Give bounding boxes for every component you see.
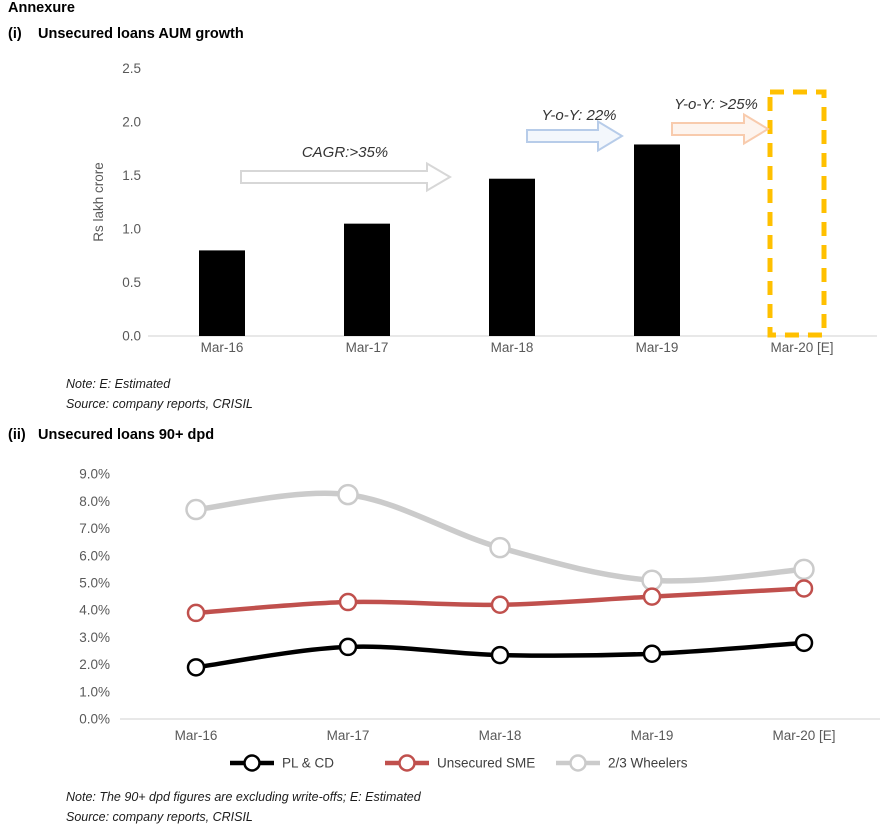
data-point-2/3 Wheelers-Mar-19	[641, 569, 663, 592]
annotation-arrow	[526, 119, 624, 153]
legend-marker-2/3 Wheelers	[569, 754, 587, 772]
annotation-text: Y-o-Y: 22%	[541, 107, 616, 124]
legend-label: 2/3 Wheelers	[608, 756, 688, 771]
y-tick-label: 0.0%	[79, 712, 110, 727]
x-tick-label: Mar-16	[175, 728, 218, 743]
data-point-PL & CD-Mar-18	[490, 645, 510, 665]
section-2-title: Unsecured loans 90+ dpd	[38, 427, 215, 443]
y-tick-label: 4.0%	[79, 603, 110, 618]
data-point-PL & CD-Mar-17	[338, 637, 358, 657]
note-line: Note: The 90+ dpd figures are excluding …	[66, 790, 421, 804]
x-tick-label: Mar-20 [E]	[770, 340, 833, 355]
annotation-text: Y-o-Y: >25%	[674, 96, 758, 113]
legend-label: Unsecured SME	[437, 756, 535, 771]
annotation-arrow	[671, 112, 770, 146]
data-point-2/3 Wheelers-Mar-17	[337, 483, 359, 506]
annotation-arrow	[240, 161, 452, 193]
data-point-PL & CD-Mar-20 [E]	[794, 633, 814, 653]
section-1-index: (i)	[8, 26, 22, 42]
x-tick-label: Mar-18	[479, 728, 522, 743]
bar-Mar-16	[199, 250, 245, 336]
estimated-bar-outline	[767, 89, 827, 338]
section-1-notes: Note: E: Estimated Source: company repor…	[66, 374, 253, 414]
y-tick-label: 8.0%	[79, 494, 110, 509]
y-tick-label: 1.5	[122, 168, 141, 183]
y-tick-label: 2.0	[122, 115, 141, 130]
data-point-PL & CD-Mar-16	[186, 658, 206, 677]
data-point-PL & CD-Mar-19	[642, 644, 662, 663]
x-tick-label: Mar-16	[201, 340, 244, 355]
data-point-Unsecured SME-Mar-16	[186, 603, 206, 623]
data-point-2/3 Wheelers-Mar-20 [E]	[793, 558, 815, 581]
y-tick-label: 9.0%	[79, 467, 110, 482]
x-tick-label: Mar-19	[636, 340, 679, 355]
y-tick-label: 1.0	[122, 222, 141, 237]
data-point-Unsecured SME-Mar-20 [E]	[794, 579, 814, 598]
data-point-Unsecured SME-Mar-18	[490, 595, 510, 615]
x-tick-label: Mar-17	[327, 728, 370, 743]
annotation-text: CAGR:>35%	[302, 144, 388, 161]
page-title: Annexure	[8, 0, 75, 16]
y-tick-label: 0.5	[122, 275, 141, 290]
note-line: Source: company reports, CRISIL	[66, 397, 253, 411]
x-tick-label: Mar-20 [E]	[772, 728, 835, 743]
note-line: Note: E: Estimated	[66, 377, 171, 391]
y-tick-label: 6.0%	[79, 548, 110, 563]
legend-label: PL & CD	[282, 756, 334, 771]
dpd-line-chart: 0.0% 1.0% 2.0% 3.0% 4.0% 5.0% 6.0% 7.0% 8.0% 9.0%…	[79, 467, 880, 772]
data-point-2/3 Wheelers-Mar-18	[489, 536, 511, 559]
y-tick-label: 1.0%	[79, 684, 110, 699]
data-point-Unsecured SME-Mar-19	[642, 587, 662, 606]
x-tick-label: Mar-19	[631, 728, 674, 743]
y-tick-label: 7.0%	[79, 521, 110, 536]
data-point-Unsecured SME-Mar-17	[338, 592, 358, 612]
legend-marker-Unsecured SME	[398, 754, 416, 772]
x-tick-label: Mar-18	[491, 340, 534, 355]
bar-Mar-19	[634, 144, 680, 336]
y-tick-label: 0.0	[122, 329, 141, 344]
section-2-notes: Note: The 90+ dpd figures are excluding …	[66, 787, 421, 827]
legend-marker-PL & CD	[243, 754, 261, 772]
note-line: Source: company reports, CRISIL	[66, 810, 253, 824]
aum-growth-bar-chart: 0.0 0.5 1.0 1.5 2.0 2.5 Rs lakh crore Mar-16 Mar…	[91, 61, 877, 355]
section-2-heading: (ii) Unsecured loans 90+ dpd	[8, 427, 214, 443]
x-tick-label: Mar-17	[346, 340, 389, 355]
data-point-2/3 Wheelers-Mar-16	[185, 498, 207, 521]
y-tick-label: 2.0%	[79, 657, 110, 672]
section-1-heading: (i) Unsecured loans AUM growth	[8, 26, 244, 42]
y-tick-label: 3.0%	[79, 630, 110, 645]
y-tick-label: 5.0%	[79, 576, 110, 591]
y-tick-label: 2.5	[122, 61, 141, 76]
bar-Mar-18	[489, 178, 535, 336]
section-1-title: Unsecured loans AUM growth	[38, 26, 244, 42]
section-2-index: (ii)	[8, 427, 26, 443]
bar-Mar-17	[344, 223, 390, 336]
y-axis-title: Rs lakh crore	[91, 162, 106, 242]
